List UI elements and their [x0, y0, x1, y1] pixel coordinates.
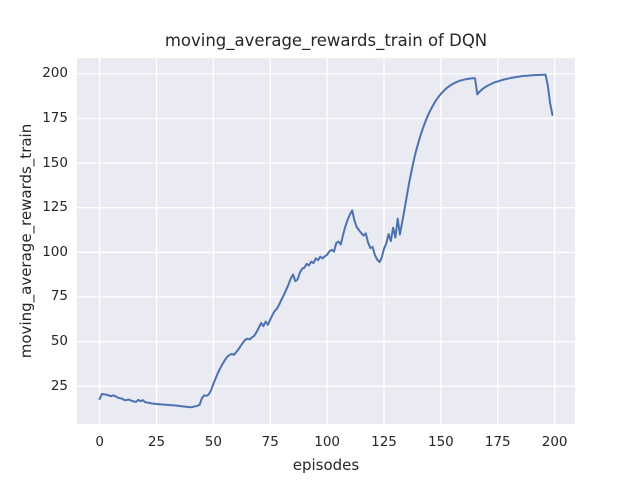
- line-chart-svg: [77, 58, 575, 424]
- x-tick-label: 150: [427, 434, 454, 450]
- y-tick-label: 25: [50, 377, 68, 394]
- x-tick-label: 200: [541, 434, 568, 450]
- plot-area: [77, 58, 575, 424]
- y-tick-label: 100: [42, 243, 68, 260]
- y-tick-label: 150: [42, 154, 68, 171]
- x-tick-label: 75: [261, 434, 279, 450]
- x-tick-label: 0: [95, 434, 104, 450]
- y-tick-label: 175: [42, 109, 68, 126]
- chart-title: moving_average_rewards_train of DQN: [164, 31, 488, 50]
- x-tick-label: 50: [204, 434, 222, 450]
- x-tick-label: 25: [147, 434, 166, 450]
- x-tick-label: 125: [371, 434, 397, 450]
- x-tick-label: 175: [484, 434, 511, 450]
- reward-line: [98, 73, 554, 409]
- y-tick-label: 200: [42, 65, 68, 82]
- x-axis-label: episodes: [292, 456, 360, 474]
- y-tick-label: 50: [50, 333, 68, 350]
- y-tick-label: 75: [50, 288, 68, 305]
- grid-lines: [77, 58, 575, 424]
- y-tick-label: 125: [42, 199, 68, 216]
- x-tick-label: 100: [314, 434, 341, 450]
